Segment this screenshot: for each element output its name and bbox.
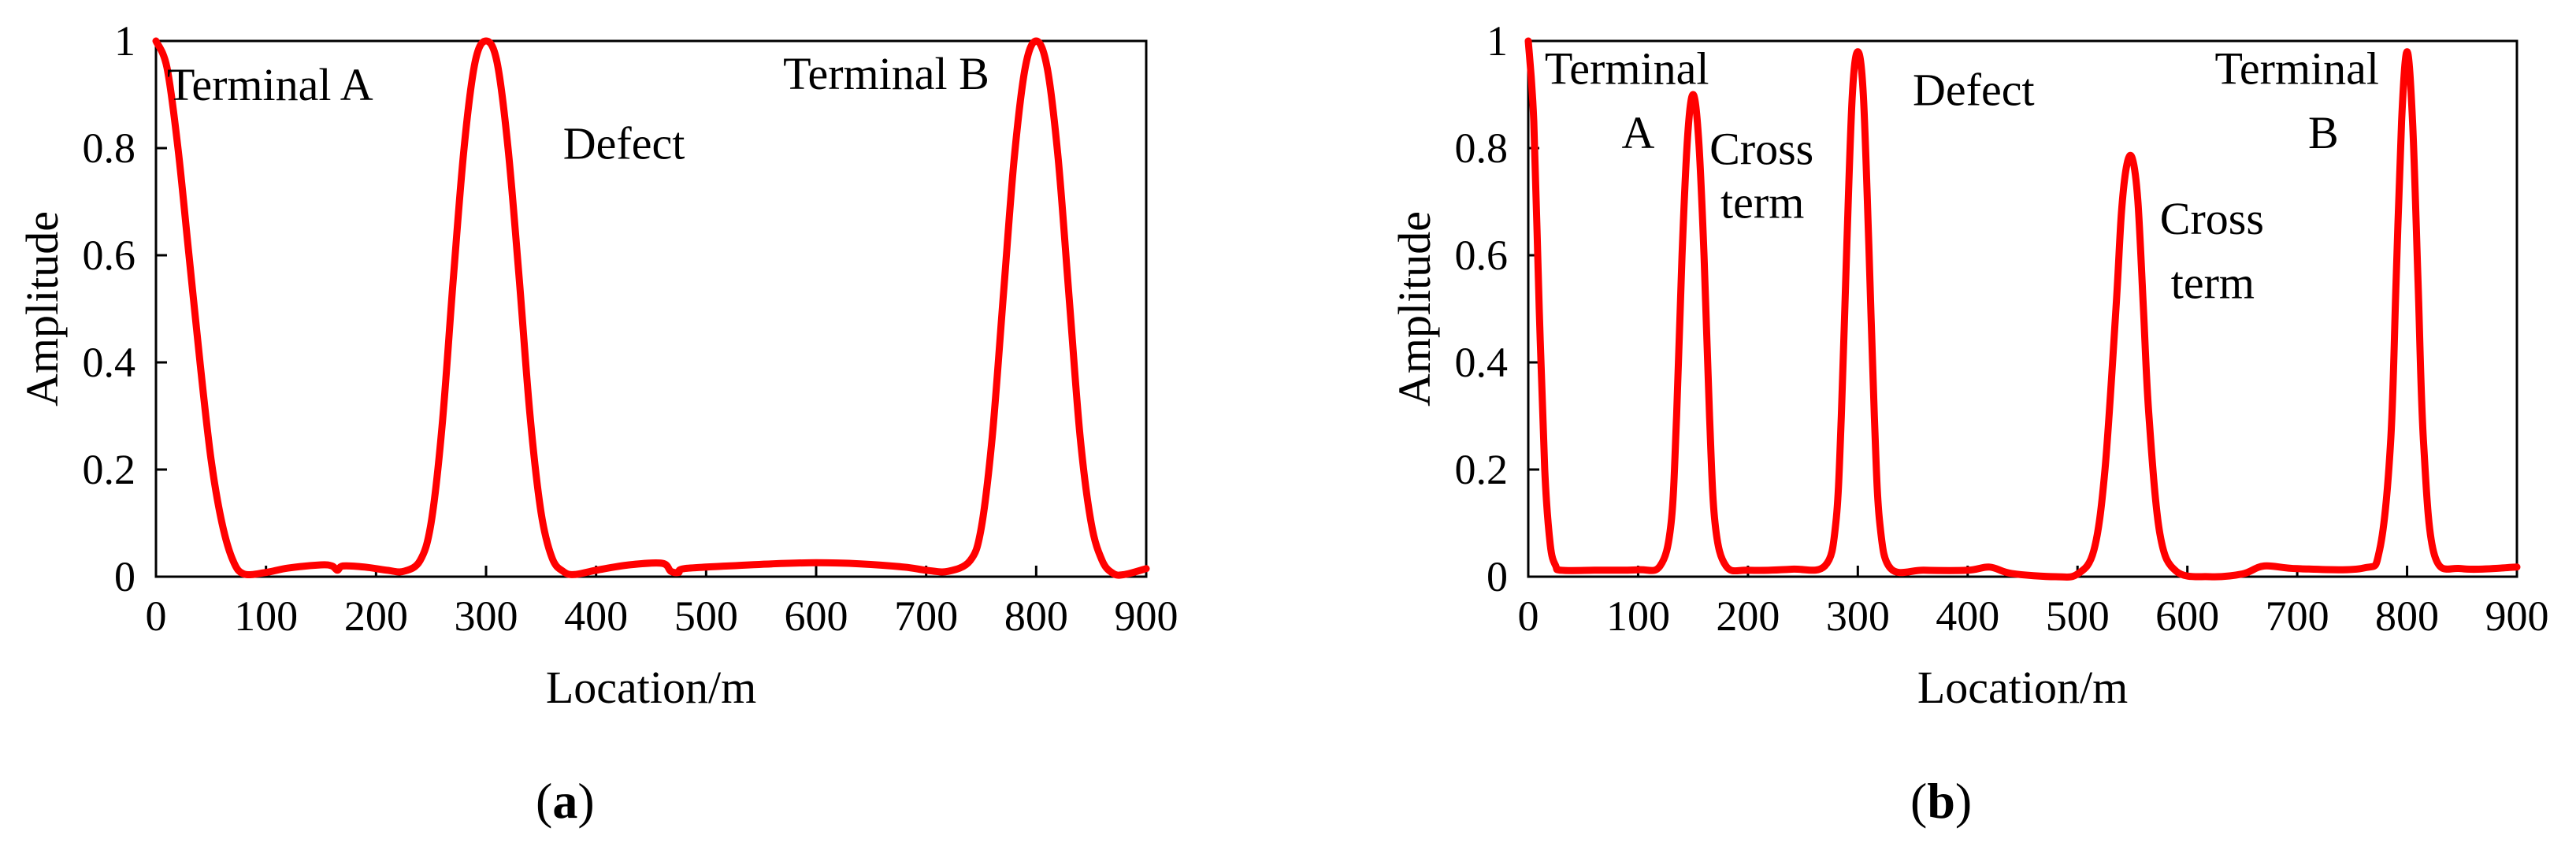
caption-b-letter: b	[1927, 773, 1955, 829]
x-tick-label-b-6: 600	[2155, 592, 2219, 640]
annotation-b-4: Defect	[1913, 65, 2035, 116]
x-tick-label-b-7: 700	[2266, 592, 2329, 640]
y-tick-label-b-4: 0.8	[1455, 124, 1509, 172]
x-tick-label-a-6: 600	[785, 592, 848, 640]
x-tick-label-a-7: 700	[894, 592, 958, 640]
y-tick-label-b-3: 0.6	[1455, 232, 1509, 279]
annotation-a-0: Terminal A	[167, 59, 373, 110]
x-tick-label-a-5: 500	[674, 592, 738, 640]
x-tick-label-a-2: 200	[344, 592, 408, 640]
y-tick-label-b-2: 0.4	[1455, 339, 1509, 386]
y-tick-label-a-0: 0	[114, 553, 135, 600]
annotation-b-0: Terminal	[1545, 43, 1709, 94]
x-axis-label-b: Location/m	[1917, 662, 2128, 713]
y-tick-label-b-5: 1	[1487, 17, 1508, 65]
annotation-b-8: B	[2308, 107, 2339, 158]
y-tick-label-a-5: 1	[114, 17, 135, 65]
y-tick-label-b-0: 0	[1487, 553, 1508, 600]
y-tick-label-a-4: 0.8	[83, 124, 136, 172]
x-tick-label-a-3: 300	[455, 592, 518, 640]
y-axis-label-a: Amplitude	[17, 211, 68, 407]
annotation-b-3: term	[1720, 176, 1804, 228]
annotation-b-7: Terminal	[2215, 43, 2380, 94]
y-tick-label-a-3: 0.6	[83, 232, 136, 279]
panel-a-chart: 0 100 200 300 400 500 600 700 800 900 0 0.2 0.4 0.6 0.…	[17, 17, 1179, 713]
panel-b-chart: 0 100 200 300 400 500 600 700 800 900 0 0.2 0.4 0.6 0.…	[1389, 17, 2549, 713]
annotation-b-1: A	[1622, 107, 1655, 158]
caption-a: (a)	[536, 773, 595, 829]
x-tick-label-a-4: 400	[564, 592, 628, 640]
annotation-b-6: term	[2171, 257, 2255, 308]
caption-a-letter: a	[552, 773, 578, 829]
x-tick-label-a-9: 900	[1115, 592, 1179, 640]
annotation-b-2: Cross	[1709, 123, 1813, 174]
caption-b: (b)	[1910, 773, 1973, 829]
y-tick-label-a-1: 0.2	[83, 446, 136, 493]
x-tick-label-b-9: 900	[2485, 592, 2549, 640]
plot-frame-a	[154, 39, 1148, 578]
x-tick-label-a-8: 800	[1004, 592, 1068, 640]
series-line-b-0	[1524, 37, 2521, 581]
y-tick-label-b-1: 0.2	[1455, 446, 1509, 493]
x-tick-label-a-0: 0	[146, 592, 167, 640]
y-tick-label-a-2: 0.4	[83, 339, 136, 386]
x-tick-label-b-4: 400	[1936, 592, 1999, 640]
x-axis-label-a: Location/m	[546, 662, 756, 713]
x-tick-label-b-3: 300	[1826, 592, 1890, 640]
x-tick-label-b-0: 0	[1518, 592, 1539, 640]
annotation-a-1: Defect	[563, 118, 685, 169]
annotation-b-5: Cross	[2160, 193, 2264, 244]
x-tick-label-b-5: 500	[2046, 592, 2110, 640]
annotation-a-2: Terminal B	[783, 48, 989, 99]
series-line-a-0	[152, 37, 1150, 579]
x-tick-label-b-8: 800	[2375, 592, 2439, 640]
x-tick-label-a-1: 100	[234, 592, 298, 640]
x-tick-label-b-2: 200	[1716, 592, 1780, 640]
y-axis-label-b: Amplitude	[1389, 211, 1440, 407]
x-tick-label-b-1: 100	[1606, 592, 1670, 640]
